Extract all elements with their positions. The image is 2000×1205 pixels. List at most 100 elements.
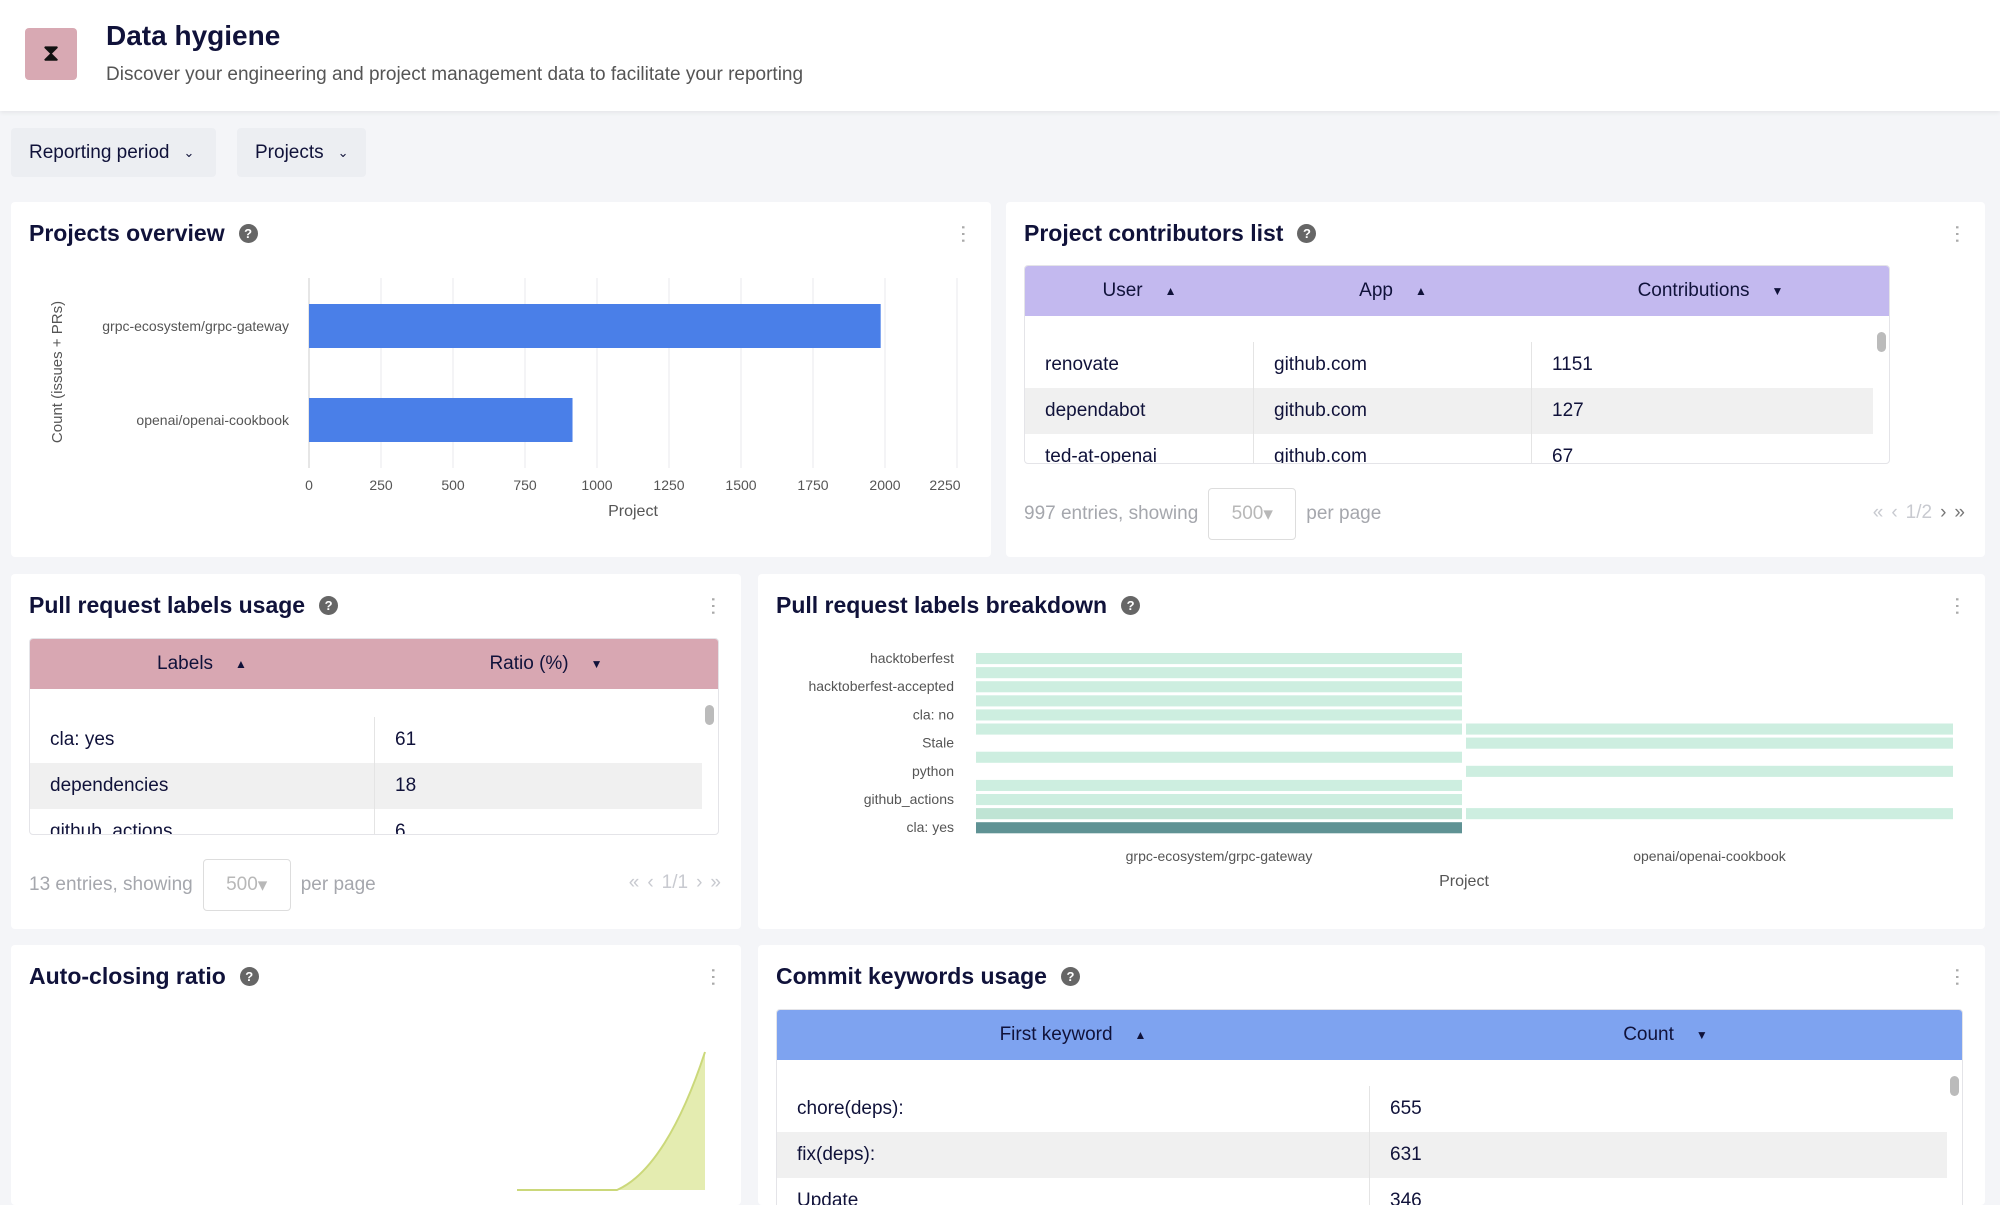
heatmap-cell [1466,723,1953,735]
column-header-contributions[interactable]: Contributions ▼ [1532,266,1889,316]
table-cell: github.com [1254,434,1532,463]
help-icon[interactable]: ? [1297,224,1317,243]
page-title: Data hygiene [106,20,281,51]
prev-page-icon[interactable]: ‹ [1891,502,1898,523]
scrollbar[interactable] [1950,1076,1959,1096]
x-tick-label: grpc-ecosystem/grpc-gateway [1126,848,1313,864]
card-title: Pull request labels breakdown [776,592,1108,618]
column-header-ratio[interactable]: Ratio (%) ▼ [374,639,718,689]
last-page-icon[interactable]: » [1954,502,1965,523]
table-cell: 18 [395,775,417,796]
per-page-value: 500 [226,874,258,895]
auto-closing-card: Auto-closing ratio? ⋯ [11,945,741,1205]
page-subtitle: Discover your engineering and project ma… [106,64,804,85]
labels-heatmap: hacktoberfest hacktoberfest-accepted cla: … [808,650,1953,890]
table-row[interactable]: dependencies 18 [30,763,702,809]
table-row[interactable]: renovate github.com 1151 [1025,342,1873,388]
card-title: Commit keywords usage [776,963,1047,989]
heatmap-cell [976,667,1462,679]
heatmap-cell [976,779,1462,791]
heatmap-cell [976,751,1462,763]
y-tick-label: Stale [922,735,954,751]
table-cell: 61 [395,729,417,750]
more-menu-icon[interactable]: ⋯ [952,224,974,244]
more-menu-icon[interactable]: ⋯ [702,967,724,987]
sort-desc-icon[interactable]: ▼ [1771,284,1784,298]
per-page-value: 500 [1231,503,1264,524]
table-row[interactable]: dependabot github.com 127 [1025,388,1873,434]
help-icon[interactable]: ? [1060,967,1080,986]
more-menu-icon[interactable]: ⋯ [1946,596,1968,616]
table-cell: Update [777,1178,1370,1205]
help-icon[interactable]: ? [1121,596,1141,615]
x-tick-label: 0 [305,477,313,493]
column-label: App [1359,280,1393,301]
column-label: Labels [157,653,214,674]
help-icon[interactable]: ? [238,224,258,243]
table-row[interactable]: ted-at-openai github.com 67 [1025,434,1873,463]
more-menu-icon[interactable]: ⋯ [1946,967,1968,987]
table-cell: 655 [1390,1098,1422,1119]
help-icon[interactable]: ? [239,967,259,986]
reporting-period-filter[interactable]: Reporting period ⌄ [11,128,216,177]
heatmap-cell [976,709,1462,721]
sort-icon[interactable]: ▲ [1414,284,1427,298]
per-page-select[interactable]: 500 ▾ [1208,488,1297,540]
table-row[interactable]: fix(deps): 631 [777,1132,1947,1178]
table-cell: 346 [1390,1190,1422,1205]
table-cell: ted-at-openai [1025,434,1254,463]
column-header-labels[interactable]: Labels ▲ [30,639,374,689]
heatmap-cell [976,822,1462,834]
y-tick-label: github_actions [864,791,954,807]
x-axis-title: Project [1439,873,1489,890]
column-header-user[interactable]: User ▲ [1025,266,1254,316]
heatmap-cell [976,695,1462,707]
next-page-icon[interactable]: › [1940,502,1947,523]
help-icon[interactable]: ? [319,596,339,615]
sort-desc-icon[interactable]: ▼ [1695,1028,1708,1042]
per-page-select[interactable]: 500 ▾ [202,859,291,911]
next-page-icon[interactable]: › [696,872,703,893]
heatmap-cell [976,808,1462,820]
bar [309,398,573,442]
table-row[interactable]: Update 346 [777,1178,1947,1205]
sort-desc-icon[interactable]: ▼ [590,657,603,671]
projects-bar-chart: 0 250 500 750 1000 1250 1500 1750 2000 2250 grpc-e… [49,278,961,520]
column-header-app[interactable]: App ▲ [1254,266,1532,316]
table-row[interactable]: chore(deps): 655 [777,1086,1947,1132]
page-indicator: 1/1 [661,872,689,893]
heatmap-cell [1466,808,1953,820]
y-tick-label: grpc-ecosystem/grpc-gateway [102,318,289,334]
table-row[interactable]: github_actions 6 [30,809,702,834]
filter-label: Projects [255,141,324,163]
projects-filter[interactable]: Projects ⌄ [237,128,366,177]
more-menu-icon[interactable]: ⋯ [1946,224,1968,244]
column-header-count[interactable]: Count ▼ [1369,1010,1962,1060]
x-tick-label: 1750 [797,477,828,493]
more-menu-icon[interactable]: ⋯ [702,596,724,616]
pr-labels-usage-card: Pull request labels usage? ⋯ Labels ▲ Rat… [11,574,741,929]
table-cell: github.com [1254,388,1532,434]
prev-page-icon[interactable]: ‹ [647,872,654,893]
column-label: First keyword [999,1024,1113,1045]
sort-icon[interactable]: ▲ [1134,1028,1147,1042]
card-title: Pull request labels usage [29,592,306,618]
sort-icon[interactable]: ▲ [235,657,247,671]
sort-icon[interactable]: ▲ [1164,284,1177,298]
column-label: Count [1623,1024,1674,1045]
scrollbar[interactable] [705,705,714,725]
projects-overview-card: Projects overview? ⋯ 0 250 500 750 1000 1250 1… [11,202,991,557]
first-page-icon[interactable]: « [628,872,640,893]
x-tick-label: 500 [441,477,465,493]
heatmap-cell [976,681,1462,693]
column-label: Contributions [1637,280,1750,301]
last-page-icon[interactable]: » [710,872,721,893]
table-row[interactable]: cla: yes 61 [30,717,702,763]
column-label: Ratio (%) [489,653,569,674]
table-cell: dependencies [30,763,375,809]
entries-count: 997 entries, showing [1024,503,1199,524]
heatmap-cell [1466,737,1953,749]
first-page-icon[interactable]: « [1872,502,1884,523]
column-header-first-keyword[interactable]: First keyword ▲ [777,1010,1369,1060]
scrollbar[interactable] [1877,332,1886,352]
